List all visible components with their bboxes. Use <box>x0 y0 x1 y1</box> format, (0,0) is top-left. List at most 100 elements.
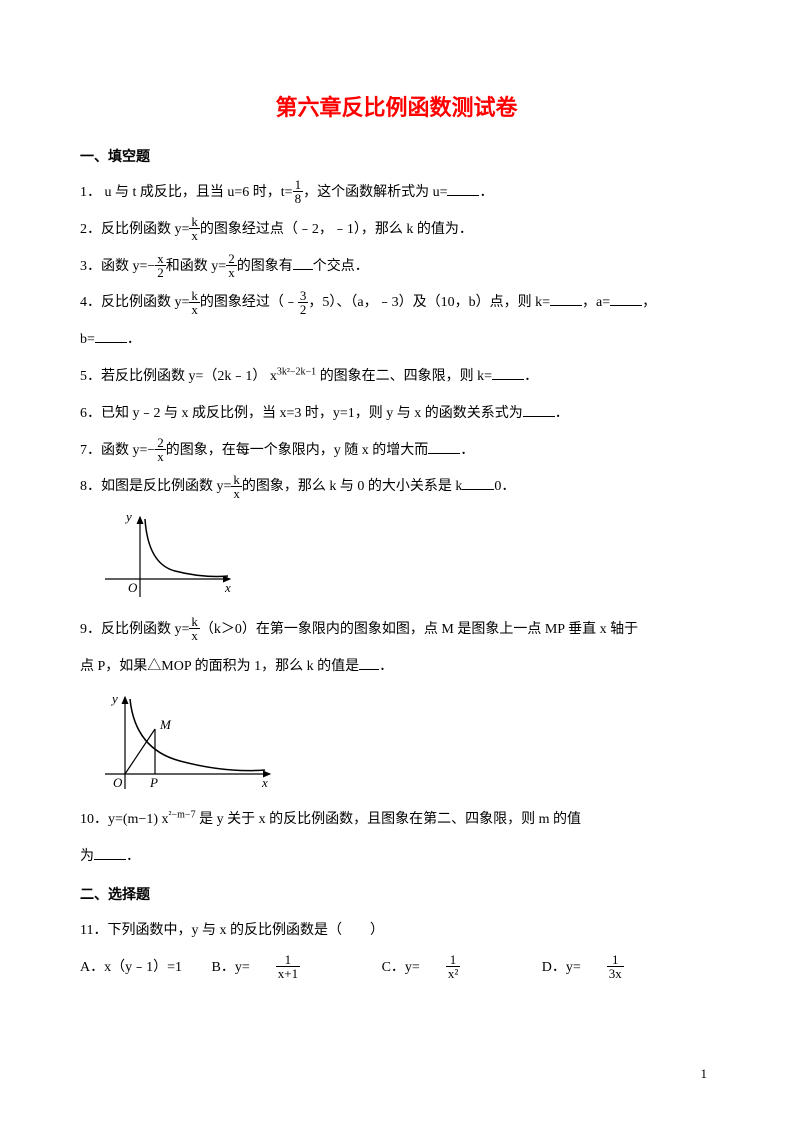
page-title: 第六章反比例函数测试卷 <box>80 90 713 122</box>
question-9: 9．反比例函数 y=kx（k＞0）在第一象限内的图象如图，点 M 是图象上一点 … <box>80 615 713 646</box>
q10-text-c: 为 <box>80 849 94 864</box>
svg-text:x: x <box>261 775 268 790</box>
q4-text-b: 的图象经过（﹣ <box>200 295 298 310</box>
question-10b: 为． <box>80 842 713 873</box>
blank <box>95 328 127 343</box>
eq-y-neg: y=− <box>133 443 156 458</box>
question-1: 1． u 与 t 成反比，且当 u=6 时，t=18，这个函数解析式为 u= ． <box>80 178 713 209</box>
q4-text-f: b= <box>80 332 95 347</box>
question-8: 8．如图是反比例函数 y=kx的图象，那么 k 与 0 的大小关系是 k 0． <box>80 472 713 503</box>
fraction-1-x2: 1x² <box>446 953 486 980</box>
q9-text-c: 点 P，如果△MOP 的面积为 1，那么 k 的值是 <box>80 659 359 674</box>
svg-text:O: O <box>113 775 123 790</box>
page-number: 1 <box>701 1066 708 1082</box>
section-heading-2: 二、选择题 <box>80 884 713 904</box>
hyperbola-graph-icon: y x O <box>100 509 240 604</box>
graph-q8: y x O <box>100 509 713 609</box>
q5-text-a: 5．若反比例函数 y=（2k﹣1） <box>80 369 266 384</box>
q8-text-c: 0． <box>494 479 515 494</box>
q5-exponent: 3k²−2k−1 <box>277 366 316 377</box>
question-7: 7．函数 y=−2x的图象，在每一个象限内，y 随 x 的增大而 ． <box>80 436 713 467</box>
q10-text-b: 是 y 关于 x 的反比例函数，且图象在第二、四象限，则 m 的值 <box>196 812 581 827</box>
q10-text-d: ． <box>126 849 140 864</box>
q4-text-g: ． <box>127 332 141 347</box>
question-9b: 点 P，如果△MOP 的面积为 1，那么 k 的值是 ． <box>80 652 713 683</box>
question-10: 10．y=(m−1) x²−m−7 是 y 关于 x 的反比例函数，且图象在第二… <box>80 805 713 836</box>
blank <box>550 291 582 306</box>
blank <box>94 845 126 860</box>
fraction-1-3x: 13x <box>607 953 650 980</box>
q9-text-b: （k＞0）在第一象限内的图象如图，点 M 是图象上一点 MP 垂直 x 轴于 <box>200 622 638 637</box>
section-heading-1: 一、填空题 <box>80 146 713 166</box>
fraction-2-x: 2x <box>155 436 166 463</box>
q4-text-c: ，5）、（a，﹣3）及（10，b）点，则 k= <box>308 295 550 310</box>
q7-text-c: ． <box>460 443 474 458</box>
question-5: 5．若反比例函数 y=（2k﹣1） x3k²−2k−1 的图象在二、四象限，则 … <box>80 362 713 393</box>
question-4b: b= ． <box>80 325 713 356</box>
svg-text:y: y <box>124 509 132 524</box>
q3-text-d: 个交点． <box>313 259 369 274</box>
option-a: A．x（y﹣1）=1 <box>80 953 182 984</box>
q9-text-d: ． <box>379 659 393 674</box>
svg-text:y: y <box>110 691 118 706</box>
question-11: 11．下列函数中，y 与 x 的反比例函数是（ ） <box>80 916 713 947</box>
fraction-2-x: 2x <box>226 252 237 279</box>
svg-text:M: M <box>159 717 172 732</box>
svg-text:O: O <box>128 580 138 595</box>
question-11-options: A．x（y﹣1）=1 B．y=1x+1 C．y=1x² D．y=13x <box>80 953 713 984</box>
blank <box>359 655 379 670</box>
blank <box>447 181 479 196</box>
eq-xm: x <box>162 812 169 827</box>
question-3: 3．函数 y=−x2和函数 y=2x的图象有 个交点． <box>80 252 713 283</box>
q6-text-b: ． <box>555 406 569 421</box>
q1-text-c: ． <box>479 185 493 200</box>
blank <box>428 439 460 454</box>
q7-text-a: 7．函数 <box>80 443 133 458</box>
eq-y-neg: y=− <box>133 259 156 274</box>
fraction-k-x: kx <box>189 215 200 242</box>
mop-triangle-graph-icon: y x O M P <box>100 689 280 794</box>
svg-text:x: x <box>224 580 231 595</box>
q5-text-c: ． <box>524 369 538 384</box>
q1-text-a: 1． u 与 t 成反比，且当 u=6 时，t= <box>80 185 293 200</box>
q1-text-b: ，这个函数解析式为 u= <box>303 185 447 200</box>
q2-text-b: 的图象经过点（﹣2，﹣1），那么 k 的值为． <box>200 222 473 237</box>
fraction-k-x: kx <box>231 473 242 500</box>
fraction-x-2: x2 <box>155 252 166 279</box>
option-d: D．y=13x <box>542 953 676 984</box>
option-c: C．y=1x² <box>382 953 513 984</box>
eq-y: y= <box>175 295 190 310</box>
q4-text-a: 4．反比例函数 <box>80 295 175 310</box>
fraction-3-2: 32 <box>298 289 309 316</box>
q8-text-a: 8．如图是反比例函数 y= <box>80 479 231 494</box>
eq-y-m1: y=(m−1) <box>108 812 158 827</box>
blank <box>462 475 494 490</box>
fraction-1-xp1: 1x+1 <box>276 953 326 980</box>
fraction-1-8: 18 <box>293 178 304 205</box>
blank <box>610 291 642 306</box>
svg-text:P: P <box>149 775 158 790</box>
fraction-k-x: kx <box>189 289 200 316</box>
question-4: 4．反比例函数 y=kx的图象经过（﹣32，5）、（a，﹣3）及（10，b）点，… <box>80 288 713 319</box>
fraction-k-x: kx <box>189 615 200 642</box>
eq-x: x <box>270 369 277 384</box>
q4-text-e: ， <box>642 295 656 310</box>
q6-text-a: 6．已知 y﹣2 与 x 成反比例，当 x=3 时，y=1，则 y 与 x 的函… <box>80 406 523 421</box>
q3-text-a: 3．函数 <box>80 259 133 274</box>
question-6: 6．已知 y﹣2 与 x 成反比例，当 x=3 时，y=1，则 y 与 x 的函… <box>80 399 713 430</box>
q8-text-b: 的图象，那么 k 与 0 的大小关系是 k <box>242 479 463 494</box>
q10-text-a: 10． <box>80 812 108 827</box>
q9-text-a: 9．反比例函数 y= <box>80 622 189 637</box>
q3-text-b: 和函数 <box>166 259 212 274</box>
option-b: B．y=1x+1 <box>212 953 353 984</box>
blank <box>523 402 555 417</box>
q5-text-b: 的图象在二、四象限，则 k= <box>316 369 492 384</box>
blank <box>492 365 524 380</box>
blank <box>293 255 313 270</box>
q2-text-a: 2．反比例函数 y= <box>80 222 189 237</box>
q3-text-c: 的图象有 <box>237 259 293 274</box>
graph-q9: y x O M P <box>100 689 713 799</box>
eq-y: y= <box>211 259 226 274</box>
q10-exponent: ²−m−7 <box>169 809 196 820</box>
q7-text-b: 的图象，在每一个象限内，y 随 x 的增大而 <box>166 443 429 458</box>
